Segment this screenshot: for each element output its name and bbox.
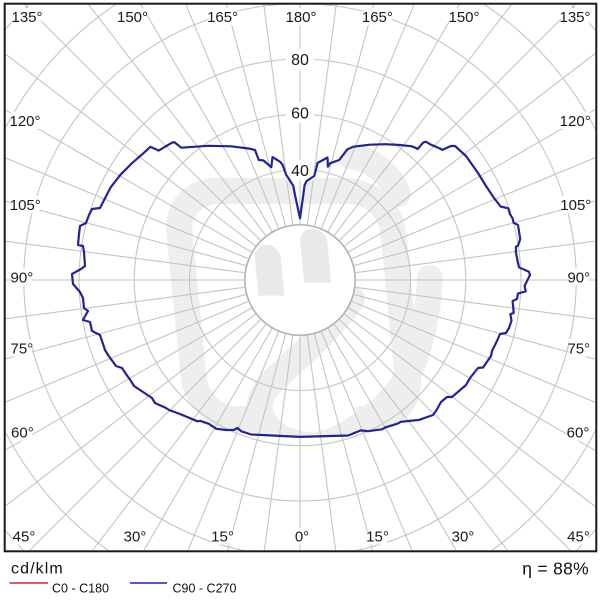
svg-text:90°: 90°	[11, 270, 34, 287]
svg-text:135°: 135°	[11, 9, 42, 26]
svg-text:30°: 30°	[452, 529, 475, 546]
svg-text:90°: 90°	[567, 270, 590, 287]
svg-text:cd/klm: cd/klm	[11, 561, 64, 578]
svg-text:165°: 165°	[362, 9, 393, 26]
svg-text:15°: 15°	[211, 529, 234, 546]
svg-text:40: 40	[291, 163, 309, 180]
svg-text:0°: 0°	[295, 529, 309, 546]
svg-text:180°: 180°	[285, 9, 316, 26]
svg-text:150°: 150°	[448, 9, 479, 26]
svg-text:30°: 30°	[124, 529, 147, 546]
svg-text:165°: 165°	[207, 9, 238, 26]
svg-text:η = 88%: η = 88%	[522, 559, 589, 579]
svg-text:45°: 45°	[567, 529, 590, 546]
svg-text:15°: 15°	[366, 529, 389, 546]
svg-text:75°: 75°	[11, 341, 34, 358]
svg-text:60°: 60°	[567, 425, 590, 442]
svg-text:105°: 105°	[10, 197, 41, 214]
svg-text:C90 - C270: C90 - C270	[173, 582, 237, 596]
svg-text:135°: 135°	[559, 9, 590, 26]
svg-text:60°: 60°	[11, 425, 34, 442]
svg-text:C0 - C180: C0 - C180	[52, 582, 109, 596]
svg-text:120°: 120°	[9, 113, 40, 130]
svg-text:105°: 105°	[560, 197, 591, 214]
svg-text:120°: 120°	[560, 113, 591, 130]
svg-text:80: 80	[291, 52, 309, 69]
svg-text:60: 60	[291, 106, 309, 123]
svg-text:45°: 45°	[13, 529, 36, 546]
svg-text:150°: 150°	[117, 9, 148, 26]
svg-text:75°: 75°	[567, 341, 590, 358]
